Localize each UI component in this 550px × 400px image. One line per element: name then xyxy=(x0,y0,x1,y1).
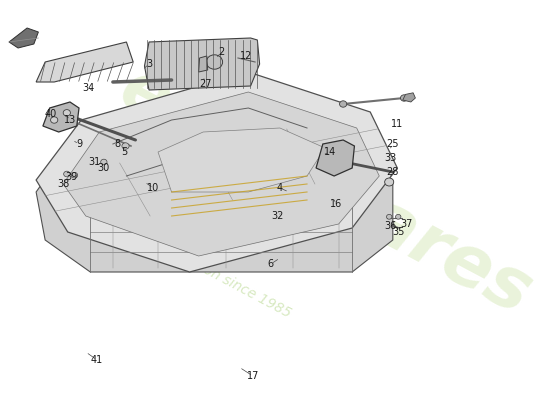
Circle shape xyxy=(384,178,394,186)
Text: 25: 25 xyxy=(387,139,399,149)
Text: 3: 3 xyxy=(146,59,152,69)
Text: 35: 35 xyxy=(392,227,404,237)
Text: 27: 27 xyxy=(199,79,212,89)
Text: 10: 10 xyxy=(147,183,160,193)
Text: 9: 9 xyxy=(76,139,82,149)
Text: eurospares: eurospares xyxy=(107,54,543,330)
Text: 37: 37 xyxy=(400,219,412,229)
Polygon shape xyxy=(43,102,79,132)
Polygon shape xyxy=(36,42,133,82)
Circle shape xyxy=(101,159,107,165)
Text: 41: 41 xyxy=(91,355,103,365)
Polygon shape xyxy=(63,92,380,256)
Circle shape xyxy=(64,171,70,177)
Text: 38: 38 xyxy=(57,179,69,189)
Text: 12: 12 xyxy=(240,51,252,61)
Text: 17: 17 xyxy=(246,371,259,381)
Circle shape xyxy=(387,214,392,219)
Circle shape xyxy=(339,101,347,107)
Text: 28: 28 xyxy=(387,167,399,177)
Text: 6: 6 xyxy=(268,259,274,269)
Circle shape xyxy=(122,143,129,149)
Text: 16: 16 xyxy=(330,199,343,209)
Text: 33: 33 xyxy=(384,153,397,163)
Polygon shape xyxy=(9,28,38,48)
Circle shape xyxy=(72,172,78,178)
Text: 4: 4 xyxy=(277,183,283,193)
Text: 34: 34 xyxy=(82,83,94,93)
Text: 36: 36 xyxy=(384,221,397,231)
Circle shape xyxy=(51,117,58,123)
Circle shape xyxy=(206,55,223,69)
Text: a passion since 1985: a passion since 1985 xyxy=(158,240,294,320)
Text: 5: 5 xyxy=(121,147,127,157)
Text: 14: 14 xyxy=(323,147,336,157)
Polygon shape xyxy=(145,38,260,90)
Polygon shape xyxy=(199,56,208,72)
Text: 8: 8 xyxy=(114,139,120,149)
Text: 32: 32 xyxy=(272,211,284,221)
Text: 13: 13 xyxy=(64,115,76,125)
Text: 30: 30 xyxy=(98,163,110,173)
Circle shape xyxy=(63,110,70,116)
Polygon shape xyxy=(36,148,393,272)
Polygon shape xyxy=(403,93,415,102)
Circle shape xyxy=(395,214,401,219)
Polygon shape xyxy=(158,128,325,192)
Text: 39: 39 xyxy=(65,172,78,182)
Polygon shape xyxy=(316,140,354,176)
Circle shape xyxy=(400,95,408,101)
Circle shape xyxy=(385,178,393,186)
Text: 2: 2 xyxy=(218,47,224,57)
Text: 31: 31 xyxy=(89,157,101,167)
Text: 11: 11 xyxy=(391,119,404,129)
Text: 40: 40 xyxy=(45,109,57,119)
Polygon shape xyxy=(36,72,397,272)
